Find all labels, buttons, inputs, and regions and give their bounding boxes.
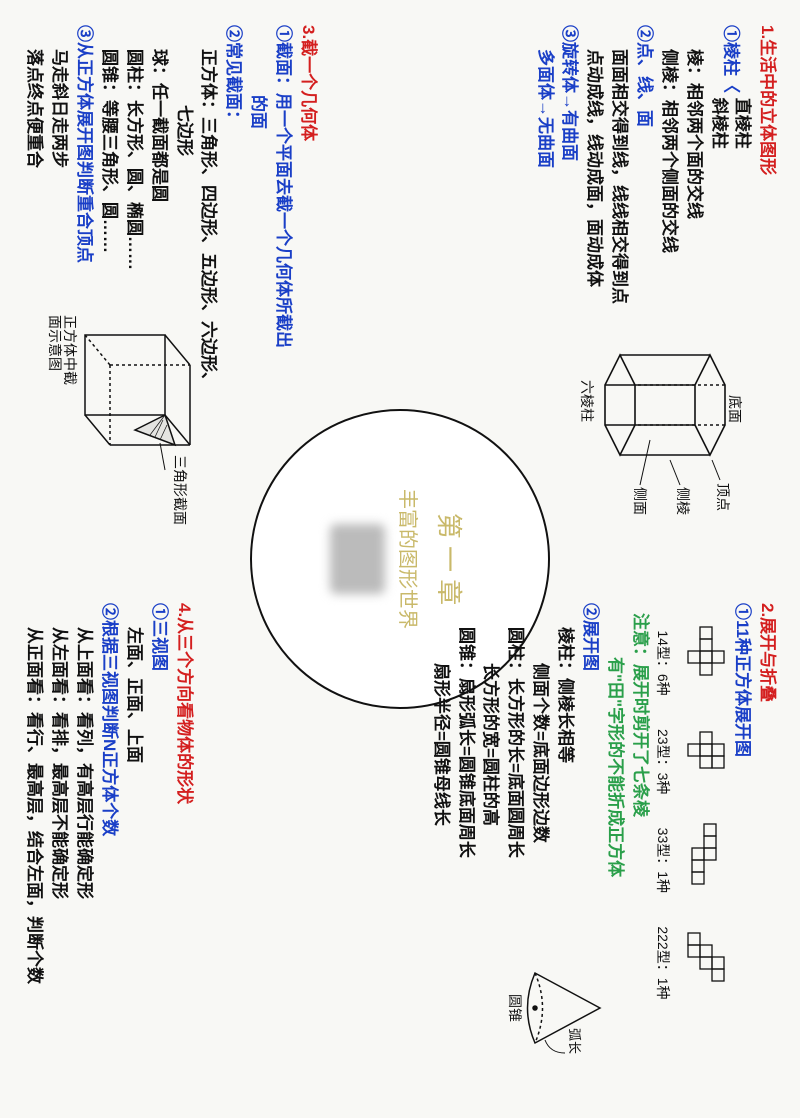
nets-row: 14型：6种 23型：3种 33型：1种 <box>653 627 724 1093</box>
s4-l6: 从正面看：看行、最高层，结合左面，判断个数 <box>22 627 45 1093</box>
s2-l9: 圆锥：扇形弧长=圆锥底面周长 <box>454 627 477 1093</box>
section-3: 3.截一个几何体 ①截面：用一个平面去截一个几何体所截出 的面 ②常见截面： 正… <box>20 25 321 505</box>
s2-heading: 2.展开与折叠 <box>755 603 778 1093</box>
s2-l10: 扇形半径=圆锥母线长 <box>429 663 452 1093</box>
s2-l8: 长方形的宽=圆柱的高 <box>479 663 502 1093</box>
svg-text:六棱柱: 六棱柱 <box>578 380 594 422</box>
s2-l2: 注意：展开时剪开了七条棱 <box>628 613 651 1093</box>
svg-text:面示意图: 面示意图 <box>46 315 63 371</box>
svg-text:三角形截面: 三角形截面 <box>171 455 187 525</box>
s3-l1: ①截面：用一个平面去截一个几何体所截出 <box>271 25 294 505</box>
section-1: 1.生活中的立体图形 ①棱柱〈 直棱柱 斜棱柱 棱：相邻两个面的交线 侧棱：相邻… <box>531 25 780 505</box>
s1-heading: 1.生活中的立体图形 <box>755 25 778 505</box>
svg-text:正方体中截: 正方体中截 <box>61 315 77 385</box>
section-4: 4.从三个方向看物体的形状 ①三视图 左面、正面、上面 ②根据三视图判断N正方体… <box>20 603 197 1093</box>
s2-l3: 有"田"字形的不能折成正方体 <box>603 657 626 1093</box>
s2-l1: ①11种正方体展开图 <box>730 603 753 1093</box>
s4-l5: 从左面看：看排，最高层不能确定形 <box>47 627 70 1093</box>
svg-text:圆锥: 圆锥 <box>506 994 522 1022</box>
s3-heading: 3.截一个几何体 <box>296 25 319 505</box>
hex-prism-diagram: 底面 顶点 侧棱 侧面 六棱柱 <box>570 325 740 515</box>
net-23: 23型：3种 <box>653 729 724 794</box>
page-rotated: 第 一 章 丰富的图形世界 1.生活中的立体图形 ①棱柱〈 直棱柱 斜棱柱 棱：… <box>0 0 800 1118</box>
cube-cut-diagram: 正方体中截 面示意图 三角形截面 <box>50 315 205 525</box>
net-14: 14型：6种 <box>653 627 724 699</box>
svg-text:侧面: 侧面 <box>631 487 647 515</box>
net-222: 222型：1种 <box>653 926 724 999</box>
svg-text:顶点: 顶点 <box>714 483 730 511</box>
s4-l2: 左面、正面、上面 <box>122 627 145 1093</box>
svg-text:弧长: 弧长 <box>567 1028 582 1054</box>
s4-heading: 4.从三个方向看物体的形状 <box>172 603 195 1093</box>
svg-text:底面: 底面 <box>726 395 742 423</box>
blurred-region <box>331 524 386 594</box>
s3-l10: 落点终点便重合 <box>22 49 45 505</box>
s3-l2: ②常见截面： <box>222 25 245 505</box>
s3-l1b: 的面 <box>246 95 269 505</box>
svg-text:侧棱: 侧棱 <box>674 487 690 515</box>
s1-l8: 多面体→无曲面 <box>533 49 556 505</box>
s4-l1: ①三视图 <box>147 603 170 1093</box>
cone-diagram: 圆锥 弧长 <box>505 958 605 1058</box>
s4-l4: 从上面看：看列，有高层行能确定形 <box>72 627 95 1093</box>
net-33: 33型：1种 <box>653 824 716 896</box>
center-title: 第 一 章 <box>433 513 470 605</box>
section-2: 2.展开与折叠 ①11种正方体展开图 14型：6种 23型：3种 <box>427 603 780 1093</box>
s4-l3: ②根据三视图判断N正方体个数 <box>97 603 120 1093</box>
center-sub: 丰富的图形世界 <box>396 489 425 629</box>
